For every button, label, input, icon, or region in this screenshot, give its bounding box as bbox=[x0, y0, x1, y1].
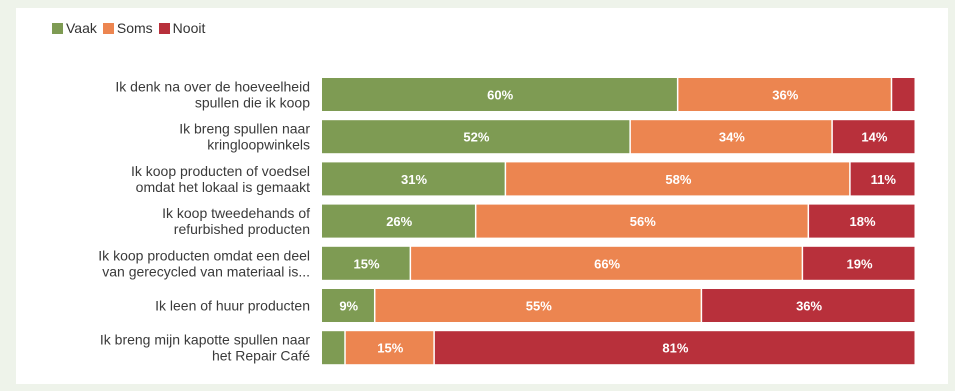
bar-segment-soms bbox=[476, 204, 808, 238]
data-label-soms: 34% bbox=[719, 130, 745, 145]
bar-segment-soms bbox=[630, 120, 832, 154]
legend-swatch-nooit bbox=[158, 22, 170, 34]
bar-segment-nooit bbox=[803, 246, 915, 280]
bar-segment-soms bbox=[345, 331, 434, 365]
data-label-vaak: 9% bbox=[339, 299, 358, 314]
category-label-line: spullen die ik koop bbox=[195, 95, 310, 111]
bar-segment-soms bbox=[375, 289, 701, 322]
data-label-vaak: 31% bbox=[401, 172, 427, 187]
data-label-soms: 66% bbox=[594, 256, 620, 271]
category-label: Ik denk na over de hoeveelheid spullen di… bbox=[115, 79, 310, 111]
bar-segment-vaak bbox=[322, 246, 410, 280]
data-label-nooit: 81% bbox=[662, 341, 688, 356]
chart-legend: Vaak Soms Nooit bbox=[52, 20, 211, 36]
data-label-nooit: 18% bbox=[850, 214, 876, 229]
bar-segment-vaak bbox=[322, 162, 505, 196]
legend-item-nooit: Nooit bbox=[158, 20, 206, 36]
category-label: Ik leen of huur producten bbox=[155, 298, 310, 314]
data-label-soms: 36% bbox=[772, 88, 798, 103]
legend-label-soms: Soms bbox=[116, 20, 153, 36]
legend-item-vaak: Vaak bbox=[52, 20, 97, 36]
category-label: Ik koop producten of voedsel omdat het lo… bbox=[131, 163, 310, 195]
data-label-nooit: 14% bbox=[861, 130, 887, 145]
category-label-line: Ik koop tweedehands of bbox=[162, 205, 310, 221]
data-label-vaak: 60% bbox=[487, 88, 513, 103]
category-label-line: Ik denk na over de hoeveelheid bbox=[115, 79, 310, 95]
legend-swatch-soms bbox=[102, 22, 114, 34]
category-label-line: Ik breng mijn kapotte spullen naar bbox=[100, 332, 310, 348]
bar-segment-vaak bbox=[322, 78, 677, 111]
category-label-line: Ik koop producten of voedsel bbox=[131, 163, 310, 179]
category-label-line: omdat het lokaal is gemaakt bbox=[136, 179, 310, 195]
legend-item-soms: Soms bbox=[102, 20, 153, 36]
legend-label-nooit: Nooit bbox=[172, 20, 206, 36]
bar-segment-nooit bbox=[702, 289, 915, 322]
bar-segment-nooit bbox=[892, 78, 915, 111]
data-label-vaak: 15% bbox=[354, 256, 380, 271]
bar-segment-soms bbox=[678, 78, 891, 111]
bar-segment-vaak bbox=[322, 331, 345, 365]
data-label-nooit: 36% bbox=[796, 299, 822, 314]
category-label-line: Ik leen of huur producten bbox=[155, 298, 310, 314]
bar-segment-vaak bbox=[322, 289, 374, 322]
data-label-nooit: 11% bbox=[871, 172, 897, 187]
bar-segment-soms bbox=[506, 162, 850, 196]
category-label-line: van gerecycled van materiaal is... bbox=[102, 263, 310, 279]
bar-segment-nooit bbox=[832, 120, 915, 154]
category-label: Ik breng mijn kapotte spullen naar het Re… bbox=[100, 332, 310, 364]
data-label-soms: 56% bbox=[630, 214, 656, 229]
legend-label-vaak: Vaak bbox=[66, 20, 97, 36]
category-label-line: refurbished producten bbox=[174, 221, 310, 237]
category-label-line: kringloopwinkels bbox=[207, 137, 310, 153]
category-label: Ik koop tweedehands of refurbished produc… bbox=[162, 205, 310, 237]
category-label: Ik breng spullen naar kringloopwinkels bbox=[179, 121, 310, 153]
category-label: Ik koop producten omdat een deel van gere… bbox=[98, 247, 310, 279]
bar-segment-vaak bbox=[322, 204, 475, 238]
data-label-vaak: 52% bbox=[463, 130, 489, 145]
data-label-soms: 55% bbox=[526, 299, 552, 314]
data-label-soms: 15% bbox=[377, 341, 403, 356]
bar-segment-nooit bbox=[850, 162, 915, 196]
category-label-line: het Repair Café bbox=[212, 348, 310, 364]
data-label-soms: 58% bbox=[665, 172, 691, 187]
data-label-vaak: 26% bbox=[386, 214, 412, 229]
category-label-line: Ik breng spullen naar bbox=[179, 121, 310, 137]
bar-segment-vaak bbox=[322, 120, 630, 154]
data-label-nooit: 19% bbox=[847, 256, 873, 271]
bar-segment-nooit bbox=[809, 204, 915, 238]
bar-segment-soms bbox=[411, 246, 802, 280]
legend-swatch-vaak bbox=[52, 22, 63, 34]
category-label-line: Ik koop producten omdat een deel bbox=[98, 247, 310, 263]
bar-segment-nooit bbox=[434, 331, 915, 365]
